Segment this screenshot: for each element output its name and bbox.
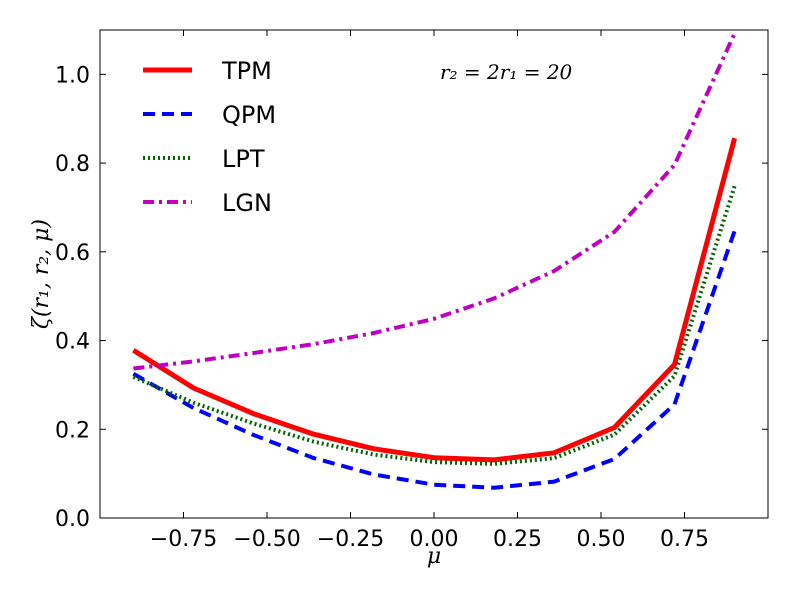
x-tick-label: 0.00 — [410, 527, 459, 552]
series-layer — [132, 32, 738, 490]
legend-label-tpm: TPM — [221, 57, 272, 85]
x-axis-label: μ — [427, 544, 441, 569]
ticks: −0.75 −0.50 −0.25 0.00 0.25 0.50 0.75 0.0 0.2 0.4… — [55, 30, 768, 552]
x-tick-label: 0.25 — [493, 527, 542, 552]
legend-label-lgn: LGN — [222, 189, 272, 217]
x-tick-label: 0.50 — [577, 527, 626, 552]
parameter-annotation: r₂ = 2r₁ = 20 — [440, 60, 573, 84]
series-line-lgn — [133, 32, 737, 371]
series-line-tpm — [132, 137, 738, 463]
y-tick-label: 0.8 — [55, 152, 90, 177]
y-axis-label: ζ(r₁, r₂, μ) — [29, 219, 54, 329]
plot-area: −0.75 −0.50 −0.25 0.00 0.25 0.50 0.75 0.0 0.2 0.4… — [55, 29, 769, 552]
series-line-qpm — [132, 230, 737, 490]
x-tick-label: −0.75 — [150, 527, 217, 552]
y-tick-label: 0.4 — [55, 330, 90, 355]
y-tick-label: 0.0 — [55, 507, 90, 532]
y-tick-label: 0.6 — [55, 241, 90, 266]
legend-label-qpm: QPM — [222, 101, 276, 129]
y-tick-label: 1.0 — [55, 63, 90, 88]
x-tick-label: 0.75 — [660, 527, 709, 552]
legend-label-lpt: LPT — [222, 145, 265, 173]
x-tick-label: −0.50 — [233, 527, 300, 552]
x-tick-label: −0.25 — [317, 527, 384, 552]
legend: TPM QPM LPT LGN — [143, 57, 276, 217]
y-tick-label: 0.2 — [55, 418, 90, 443]
